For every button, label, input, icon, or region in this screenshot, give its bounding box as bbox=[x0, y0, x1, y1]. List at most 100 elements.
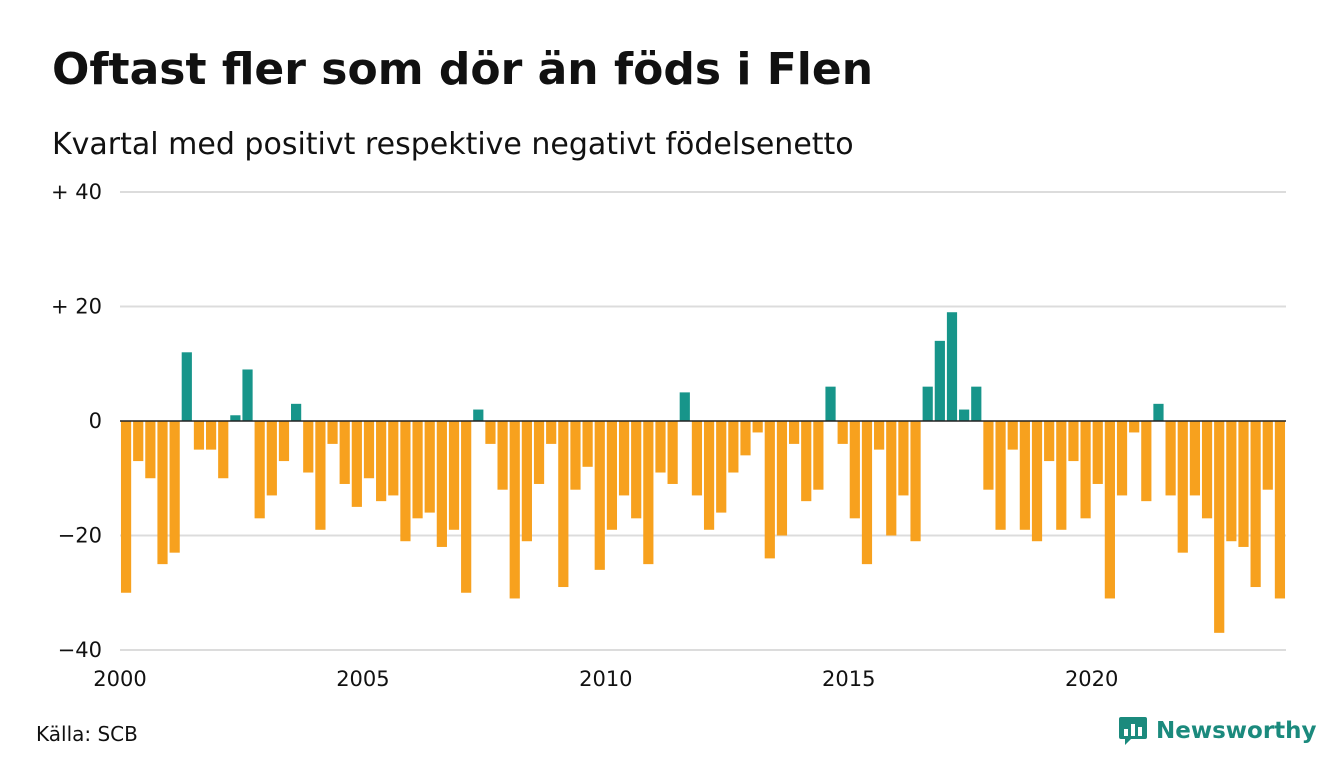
bar: 2015 K1: -17 bbox=[849, 421, 860, 519]
bar: 2011 K4: -13 bbox=[691, 421, 703, 496]
bar: 2023 K1: -22 bbox=[1238, 421, 1249, 547]
bar: 2017 K4: -12 bbox=[983, 421, 994, 490]
bar: 2023 K4: -31 bbox=[1274, 421, 1286, 599]
bar: 2011 K3: 5 bbox=[679, 392, 690, 422]
bar: 2002 K1: -10 bbox=[218, 421, 229, 479]
bar: 2001 K2: 12 bbox=[181, 352, 192, 421]
bar: 2013 K4: -4 bbox=[788, 421, 800, 444]
bar: 2019 K3: -7 bbox=[1068, 421, 1079, 462]
bar: 2007 K1: -30 bbox=[461, 421, 472, 593]
bar: 2020 K2: -31 bbox=[1104, 421, 1115, 599]
x-tick-label: 2005 bbox=[336, 667, 389, 691]
bar: 2015 K4: -20 bbox=[886, 421, 897, 536]
bar: 2008 K1: -31 bbox=[509, 421, 520, 599]
bar: 2006 K2: -16 bbox=[424, 421, 435, 513]
y-axis-ticks: + 40 + 20 0 −20 −40 bbox=[51, 180, 102, 662]
bar: 2003 K1: -13 bbox=[266, 421, 277, 496]
bar: 2013 K1: -2 bbox=[752, 421, 763, 433]
bar: 2014 K3: 6 bbox=[825, 386, 836, 421]
bar: 2016 K4: 14 bbox=[934, 340, 945, 421]
bar: 2006 K1: -17 bbox=[412, 421, 423, 519]
bar: 2001 K4: -5 bbox=[205, 421, 217, 450]
bar: 2011 K1: -9 bbox=[655, 421, 666, 473]
bar: 2000 K3: -10 bbox=[145, 421, 156, 479]
bar: 2002 K3: 9 bbox=[242, 369, 253, 421]
bar: 2003 K4: -9 bbox=[303, 421, 314, 473]
bar: 2007 K4: -12 bbox=[497, 421, 508, 490]
bar: 2022 K2: -17 bbox=[1201, 421, 1213, 519]
bar: 2022 K3: -37 bbox=[1214, 421, 1225, 633]
bar: 2012 K2: -16 bbox=[716, 421, 727, 513]
chart-title: Oftast fler som dör än föds i Flen bbox=[52, 44, 874, 95]
bar: 2023 K3: -12 bbox=[1262, 421, 1273, 490]
bar: 2010 K1: -19 bbox=[606, 421, 618, 530]
bar: 2005 K3: -13 bbox=[388, 421, 399, 496]
bar: 2008 K4: -4 bbox=[546, 421, 557, 444]
source-note: Källa: SCB bbox=[36, 722, 138, 746]
bar: 2012 K4: -6 bbox=[740, 421, 751, 456]
bar: 2004 K2: -4 bbox=[327, 421, 338, 444]
bar: 2018 K3: -19 bbox=[1019, 421, 1030, 530]
y-tick-label: −40 bbox=[58, 638, 102, 662]
bars: 2000 K1: -302000 K2: -72000 K3: -102000 … bbox=[120, 312, 1286, 633]
bar: 2006 K4: -19 bbox=[448, 421, 460, 530]
bar: 2021 K3: -13 bbox=[1165, 421, 1176, 496]
bar: 2019 K4: -17 bbox=[1080, 421, 1091, 519]
bar: 2017 K3: 6 bbox=[971, 386, 982, 421]
bar: 2003 K2: -7 bbox=[278, 421, 290, 462]
bar: 2000 K2: -7 bbox=[133, 421, 144, 462]
bar: 2013 K2: -24 bbox=[764, 421, 775, 559]
bar: 2020 K4: -2 bbox=[1129, 421, 1140, 433]
bar: 2012 K3: -9 bbox=[728, 421, 739, 473]
y-tick-label: + 40 bbox=[51, 180, 102, 204]
bar: 2022 K4: -21 bbox=[1226, 421, 1237, 542]
bar: 2021 K4: -23 bbox=[1177, 421, 1188, 553]
x-axis-ticks: 2000 2005 2010 2015 2020 bbox=[93, 667, 1118, 691]
bar: 2010 K2: -13 bbox=[618, 421, 630, 496]
bar: 2013 K3: -20 bbox=[776, 421, 788, 536]
bar: 2021 K1: -14 bbox=[1141, 421, 1152, 502]
bar: 2018 K1: -19 bbox=[995, 421, 1006, 530]
bar: 2014 K4: -4 bbox=[837, 421, 848, 444]
bar: 2016 K2: -21 bbox=[910, 421, 921, 542]
bar: 2008 K3: -11 bbox=[533, 421, 545, 484]
bar: 2015 K3: -5 bbox=[874, 421, 885, 450]
bar: 2020 K1: -11 bbox=[1092, 421, 1103, 484]
bar: 2023 K2: -29 bbox=[1250, 421, 1261, 588]
bar: 2009 K2: -12 bbox=[570, 421, 581, 490]
x-tick-label: 2020 bbox=[1065, 667, 1118, 691]
bar: 2008 K2: -21 bbox=[521, 421, 532, 542]
bar: 2019 K1: -7 bbox=[1044, 421, 1055, 462]
bar: 2016 K1: -13 bbox=[898, 421, 909, 496]
bar: 2004 K1: -19 bbox=[315, 421, 326, 530]
bar: 2021 K2: 3 bbox=[1153, 403, 1164, 421]
bar: 2007 K2: 2 bbox=[473, 409, 484, 421]
bar: 2005 K1: -10 bbox=[363, 421, 375, 479]
bar: 2010 K3: -17 bbox=[631, 421, 642, 519]
y-tick-label: 0 bbox=[89, 409, 102, 433]
x-tick-label: 2000 bbox=[93, 667, 146, 691]
bar: 2019 K2: -19 bbox=[1056, 421, 1067, 530]
bar: 2005 K2: -14 bbox=[376, 421, 387, 502]
bar: 2017 K1: 19 bbox=[946, 312, 958, 421]
bar: 2005 K4: -21 bbox=[400, 421, 411, 542]
bar: 2002 K4: -17 bbox=[254, 421, 265, 519]
x-tick-label: 2015 bbox=[822, 667, 875, 691]
bar: 2011 K2: -11 bbox=[667, 421, 678, 484]
bar: 2000 K1: -30 bbox=[120, 421, 132, 593]
newsworthy-logo-icon bbox=[1119, 717, 1147, 745]
bar: 2014 K1: -14 bbox=[801, 421, 812, 502]
bar: 2009 K3: -8 bbox=[582, 421, 593, 467]
newsworthy-logo-text: Newsworthy bbox=[1156, 718, 1317, 744]
bar: 2020 K3: -13 bbox=[1116, 421, 1128, 496]
bar: 2009 K4: -26 bbox=[594, 421, 605, 570]
bar: 2001 K3: -5 bbox=[193, 421, 205, 450]
bar: 2003 K3: 3 bbox=[291, 403, 302, 421]
bar: 2002 K2: 1 bbox=[230, 415, 241, 421]
bar: 2012 K1: -19 bbox=[703, 421, 715, 530]
y-tick-label: + 20 bbox=[51, 295, 102, 319]
bar: 2015 K2: -25 bbox=[861, 421, 873, 565]
newsworthy-logo: Newsworthy bbox=[1118, 712, 1317, 750]
chart-subtitle: Kvartal med positivt respektive negativt… bbox=[52, 127, 854, 162]
